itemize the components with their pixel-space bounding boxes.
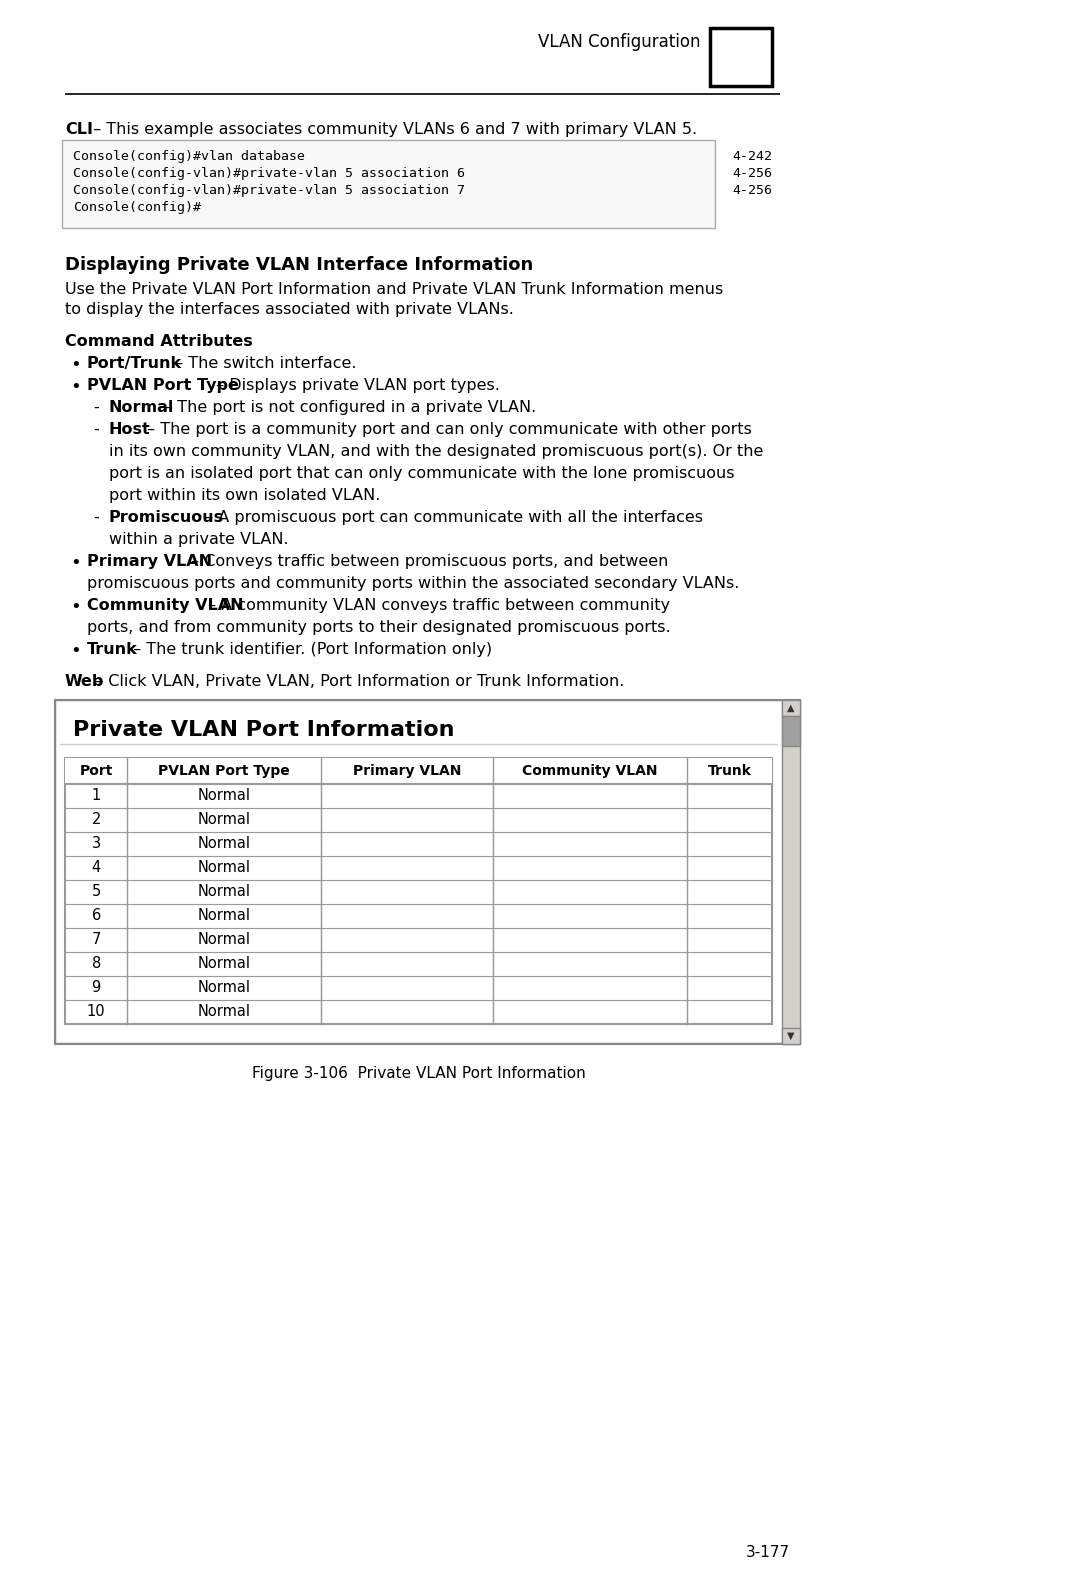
Text: Console(config-vlan)#private-vlan 5 association 7: Console(config-vlan)#private-vlan 5 asso… [73,184,465,196]
Text: Host: Host [109,422,151,436]
Bar [782,716,800,746]
Text: Figure 3-106  Private VLAN Port Information: Figure 3-106 Private VLAN Port Informati… [252,1066,585,1082]
Text: – Displays private VLAN port types.: – Displays private VLAN port types. [212,378,500,392]
Text: ▲: ▲ [787,703,795,713]
Text: ports, and from community ports to their designated promiscuous ports.: ports, and from community ports to their… [87,620,671,634]
Text: 7: 7 [92,933,100,948]
Text: Normal: Normal [198,788,251,804]
Text: VLAN Configuration: VLAN Configuration [538,33,700,50]
Text: CLI: CLI [65,122,93,137]
Text: •: • [70,554,81,571]
Text: •: • [70,356,81,374]
Text: Trunk: Trunk [87,642,138,656]
Text: Promiscuous: Promiscuous [109,510,225,524]
Text: -: - [93,510,98,524]
Text: Console(config-vlan)#private-vlan 5 association 6: Console(config-vlan)#private-vlan 5 asso… [73,166,465,181]
Text: Primary VLAN: Primary VLAN [353,765,461,779]
Text: 1: 1 [92,788,100,804]
Text: port is an isolated port that can only communicate with the lone promiscuous: port is an isolated port that can only c… [109,466,734,480]
Text: Normal: Normal [198,813,251,827]
Text: •: • [70,378,81,396]
Text: ▼: ▼ [787,1031,795,1041]
Text: – A promiscuous port can communicate with all the interfaces: – A promiscuous port can communicate wit… [200,510,703,524]
Text: Normal: Normal [198,909,251,923]
Text: 3: 3 [724,33,758,82]
Text: – The switch interface.: – The switch interface. [170,356,356,371]
Text: – Click VLAN, Private VLAN, Port Information or Trunk Information.: – Click VLAN, Private VLAN, Port Informa… [90,674,624,689]
Bar [55,700,800,1044]
Text: Displaying Private VLAN Interface Information: Displaying Private VLAN Interface Inform… [65,256,534,275]
Text: promiscuous ports and community ports within the associated secondary VLANs.: promiscuous ports and community ports wi… [87,576,740,590]
Text: Trunk: Trunk [707,765,752,779]
Bar [782,700,800,1044]
Text: – This example associates community VLANs 6 and 7 with primary VLAN 5.: – This example associates community VLAN… [87,122,697,137]
Bar [65,758,772,783]
Text: Normal: Normal [198,860,251,876]
Text: within a private VLAN.: within a private VLAN. [109,532,288,546]
Text: 2: 2 [92,813,100,827]
Text: 3-177: 3-177 [746,1545,789,1561]
Text: Normal: Normal [198,981,251,995]
Text: -: - [93,422,98,436]
Bar [62,140,715,228]
Text: – Conveys traffic between promiscuous ports, and between: – Conveys traffic between promiscuous po… [187,554,669,568]
Text: 5: 5 [92,884,100,900]
Text: •: • [70,598,81,615]
Text: – The port is a community port and can only communicate with other ports: – The port is a community port and can o… [143,422,752,436]
Text: Port: Port [80,765,112,779]
Text: 8: 8 [92,956,100,972]
Text: 6: 6 [92,909,100,923]
Text: to display the interfaces associated with private VLANs.: to display the interfaces associated wit… [65,301,514,317]
Text: Community VLAN: Community VLAN [522,765,658,779]
Text: Console(config)#vlan database: Console(config)#vlan database [73,151,305,163]
Text: Normal: Normal [198,933,251,948]
Text: PVLAN Port Type: PVLAN Port Type [87,378,239,392]
Text: 4-242: 4-242 [732,151,772,163]
Text: 4-256: 4-256 [732,184,772,196]
Text: 3: 3 [92,837,100,851]
Bar [710,28,772,86]
Text: Web: Web [65,674,105,689]
Text: Normal: Normal [198,884,251,900]
Text: Normal: Normal [198,837,251,851]
Text: Community VLAN: Community VLAN [87,598,244,612]
Text: Console(config)#: Console(config)# [73,201,201,214]
Text: Use the Private VLAN Port Information and Private VLAN Trunk Information menus: Use the Private VLAN Port Information an… [65,283,724,297]
Text: port within its own isolated VLAN.: port within its own isolated VLAN. [109,488,380,502]
Text: Normal: Normal [109,400,174,414]
Text: – A community VLAN conveys traffic between community: – A community VLAN conveys traffic betwe… [203,598,670,612]
Text: Normal: Normal [198,1005,251,1019]
Text: 4-256: 4-256 [732,166,772,181]
Text: 10: 10 [86,1005,106,1019]
Text: PVLAN Port Type: PVLAN Port Type [159,765,291,779]
Text: Private VLAN Port Information: Private VLAN Port Information [73,721,455,739]
Text: Command Attributes: Command Attributes [65,334,253,349]
Bar [782,700,800,716]
Text: -: - [93,400,98,414]
Text: •: • [70,642,81,659]
Text: 4: 4 [92,860,100,876]
Text: Normal: Normal [198,956,251,972]
Bar [65,758,772,1024]
Text: in its own community VLAN, and with the designated promiscuous port(s). Or the: in its own community VLAN, and with the … [109,444,764,458]
Text: – The trunk identifier. (Port Information only): – The trunk identifier. (Port Informatio… [129,642,492,656]
Text: Primary VLAN: Primary VLAN [87,554,212,568]
Text: Port/Trunk: Port/Trunk [87,356,183,371]
Text: – The port is not configured in a private VLAN.: – The port is not configured in a privat… [159,400,536,414]
Bar [57,702,782,1042]
Bar [782,1028,800,1044]
Text: 9: 9 [92,981,100,995]
